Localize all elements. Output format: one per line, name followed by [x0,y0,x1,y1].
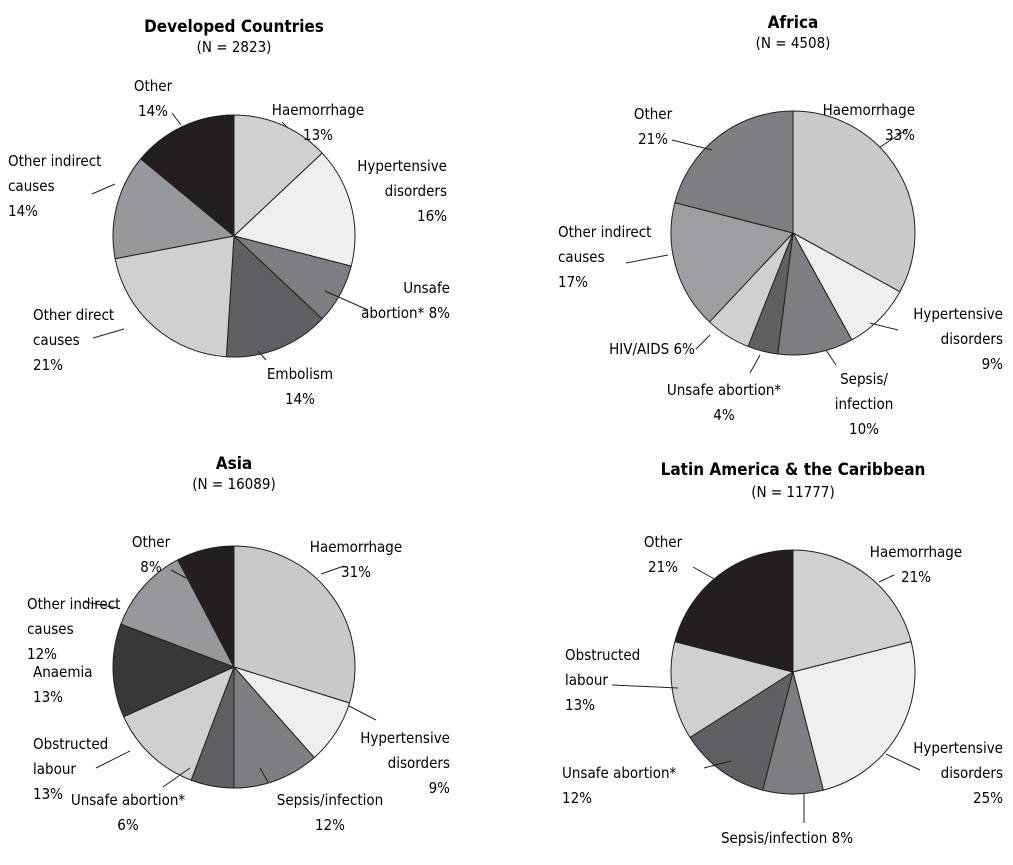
pie-slice-other [140,114,235,237]
chart-subtitle: (N = 16089) [192,475,275,493]
leader-line [692,566,717,581]
leader-line [324,290,369,311]
slice-label-other-indirect: Other indirect causes 12% [27,595,120,663]
pie-slice-embolism [225,235,323,358]
leader-line [84,601,119,609]
slice-label-haemorrhage: Haemorrhage 33% [823,101,916,144]
pie-slice-other-indirect [120,559,235,668]
leader-line [611,684,679,689]
leader-line [869,322,899,331]
pie-slice-other [674,110,794,234]
pie-slice-hypertensive [233,152,356,267]
pie-slice-unsafe-abortion [689,671,794,791]
leader-line [320,565,345,575]
leader-line [348,705,377,721]
slice-label-anaemia: Anaemia 13% [33,663,93,706]
slice-label-hiv-aids-6: HIV/AIDS 6% [609,340,695,358]
leader-line [695,334,711,350]
chart-subtitle: (N = 11777) [751,483,834,501]
leader-line [885,753,921,771]
slice-label-unsafe-abortion: Unsafe abortion* 6% [71,791,186,834]
pie-chart-africa: Africa(N = 4508) Haemorrhage 33% Hypertensi… [558,13,1003,438]
pie-slice-sepsis [777,232,853,356]
leader-line [703,760,732,769]
slice-label-other: Other 21% [634,105,673,148]
leader-line [170,569,187,579]
slice-label-other: Other 8% [132,533,171,576]
slice-label-other-indirect: Other indirect causes 14% [8,152,101,220]
slice-label-hypertensive: Hypertensive disorders 16% [357,157,447,225]
pie-chart-developed-countries: Developed Countries(N = 2823) Haemorrhage… [8,17,450,408]
pie-slice-anaemia [112,623,235,718]
chart-subtitle: (N = 4508) [756,34,831,52]
slice-label-sepsis-infection-8: Sepsis/infection 8% [721,829,853,847]
leader-line [162,767,191,788]
pie-slice-obstructed [670,641,794,738]
leader-line [878,574,895,583]
leader-line [95,750,131,769]
leader-line [749,354,761,374]
leader-line [879,128,909,148]
pie-slice-other-indirect [670,202,794,323]
leader-line [259,767,269,783]
slice-label-haemorrhage: Haemorrhage 21% [870,543,962,586]
slice-label-hypertensive: Hypertensive disorders 9% [360,729,450,797]
slice-label-unsafe-abortion: Unsafe abortion* 4% [667,381,782,424]
chart-title: Latin America & the Caribbean [661,460,926,480]
leader-line [171,112,182,126]
slice-label-other-direct: Other direct causes 21% [33,306,114,374]
leader-line [91,183,116,195]
pie-slice-obstructed [123,666,235,781]
slice-label-hypertensive: Hypertensive disorders 9% [913,305,1003,373]
pie-slice-hypertensive [792,641,916,791]
pie-slice-sepsis-infection [233,666,315,789]
pie-slice-other-indirect [112,158,235,260]
leader-line [281,121,289,129]
leader-line [671,139,713,151]
slice-label-sepsis-infection: Sepsis/infection 12% [277,791,383,834]
chart-title: Developed Countries [144,17,324,37]
slice-label-hypertensive: Hypertensive disorders 25% [913,739,1003,807]
leader-line [92,328,125,339]
chart-subtitle: (N = 2823) [197,38,272,56]
slice-label-other: Other 21% [644,533,683,576]
pie-chart-asia: Asia(N = 16089) Haemorrhage 31% Hypertensiv… [27,454,450,834]
chart-title: Africa [768,13,819,33]
slice-label-embolism: Embolism 14% [267,365,333,408]
chart-title: Asia [216,454,253,474]
pie-slice-haemorrhage [233,545,356,704]
pie-chart-latin-america-the-caribbean: Latin America & the Caribbean (N = 11777)… [562,460,1003,847]
pie-slice-other [177,545,235,668]
slice-label-unsafe: Unsafe abortion* 8% [361,279,450,322]
pie-slice-other-direct [114,235,235,358]
slice-label-unsafe-abortion: Unsafe abortion* 12% [562,764,677,807]
leader-line [825,349,837,366]
pie-slice-haemorrhage [233,114,323,237]
leader-line [257,350,267,361]
slice-label-haemorrhage: Haemorrhage 13% [272,101,364,144]
slice-label-other-indirect: Other indirect causes 17% [558,223,651,291]
leader-line [625,254,669,264]
slice-label-obstructed: Obstructed labour 13% [33,735,108,803]
pie-slice-other [674,549,794,673]
pie-slice-haemorrhage [792,110,916,293]
slice-label-obstructed: Obstructed labour 13% [565,646,640,714]
slice-label-haemorrhage: Haemorrhage 31% [310,538,402,581]
pie-slice-haemorrhage [792,549,912,673]
slice-label-sepsis: Sepsis/infection 10% [835,370,894,438]
slice-label-other: Other 14% [134,77,173,120]
